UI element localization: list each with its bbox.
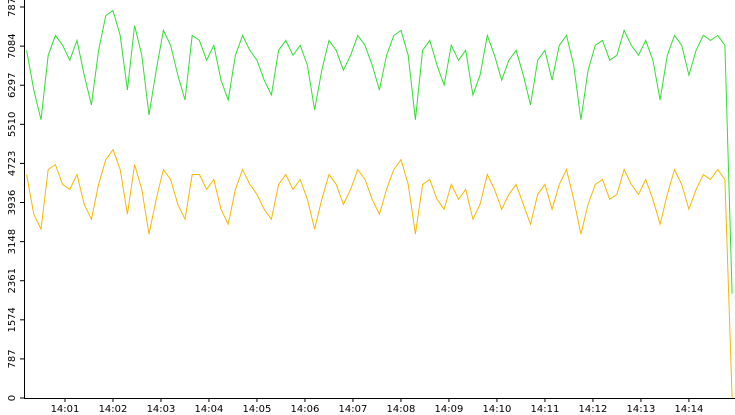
x-tick-label: 14:02 [99,404,128,415]
y-tick-label: 7084 [7,33,18,58]
y-tick-label: 1574 [7,307,18,332]
y-tick-label: 5510 [7,112,18,137]
y-tick-label: 3936 [7,190,18,215]
x-tick-label: 14:13 [627,404,656,415]
x-tick-label: 14:08 [387,404,416,415]
x-tick-label: 14:14 [675,404,704,415]
y-tick-label: 2361 [7,268,18,293]
x-tick-label: 14:01 [51,404,80,415]
series-line [26,9,733,294]
y-tick-label: 4723 [7,151,18,176]
x-tick-label: 14:09 [435,404,464,415]
y-tick-label: 3148 [7,229,18,254]
y-tick-label: 6297 [7,73,18,98]
y-tick-label: 787 [7,349,18,368]
y-tick-label: 7872 [7,0,18,17]
series-line [26,148,733,399]
x-tick-label: 14:12 [579,404,608,415]
x-tick-label: 14:05 [243,404,272,415]
x-tick-label: 14:10 [483,404,512,415]
x-tick-label: 14:07 [339,404,368,415]
x-tick-label: 14:03 [147,404,176,415]
x-tick-label: 14:04 [195,404,224,415]
x-tick-label: 14:06 [291,404,320,415]
y-tick-label: 0 [7,395,18,401]
x-tick-label: 14:11 [531,404,560,415]
